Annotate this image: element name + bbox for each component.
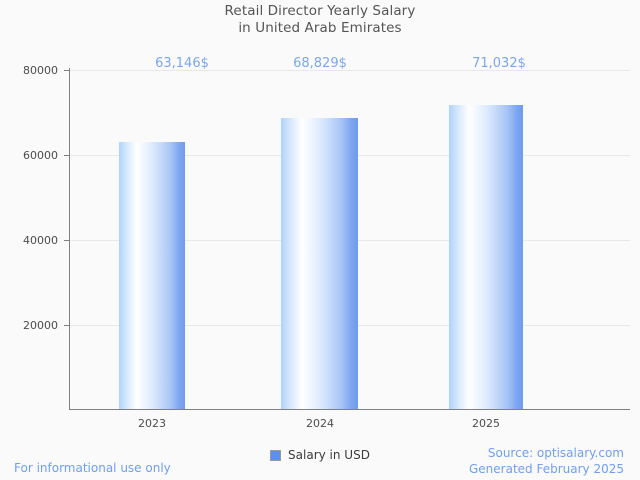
gridline-80000 [70, 70, 630, 71]
bar-2023[interactable] [119, 142, 185, 409]
chart-legend: Salary in USD [0, 449, 640, 461]
y-tick-label-40000: 40000 [23, 234, 58, 247]
y-axis-line [69, 68, 71, 410]
chart-title-line-1: Retail Director Yearly Salary [224, 3, 416, 19]
bar-value-label-2024: 68,829$ [293, 56, 347, 71]
plot-area [70, 70, 630, 409]
bar-value-label-2025: 71,032$ [472, 56, 526, 71]
y-tick-mark-80000 [64, 70, 70, 72]
y-tick-label-80000: 80000 [23, 64, 58, 77]
footer-disclaimer: For informational use only [14, 461, 171, 475]
bar-2024[interactable] [281, 118, 358, 409]
legend-swatch-salary-in-usd [270, 449, 282, 461]
bar-value-label-2023: 63,146$ [155, 56, 209, 71]
chart-title: Retail Director Yearly Salary in United … [0, 3, 640, 37]
y-tick-label-20000: 20000 [23, 319, 58, 332]
x-tick-label-2023: 2023 [138, 417, 166, 430]
bar-2025[interactable] [449, 105, 523, 409]
footer-generated-date: Generated February 2025 [468, 461, 624, 476]
x-axis-line [69, 408, 630, 410]
footer-attribution: Source: optisalary.com Generated Februar… [469, 446, 624, 477]
x-tick-label-2025: 2025 [472, 417, 500, 430]
x-tick-label-2024: 2024 [306, 417, 334, 430]
y-tick-mark-60000 [64, 155, 70, 157]
footer-source: Source: optisalary.com [487, 446, 624, 460]
y-tick-mark-20000 [64, 325, 70, 327]
chart-title-line-2: in United Arab Emirates [238, 20, 402, 36]
y-tick-label-60000: 60000 [23, 149, 58, 162]
y-tick-mark-40000 [64, 240, 70, 242]
legend-label-salary-in-usd: Salary in USD [288, 448, 370, 462]
